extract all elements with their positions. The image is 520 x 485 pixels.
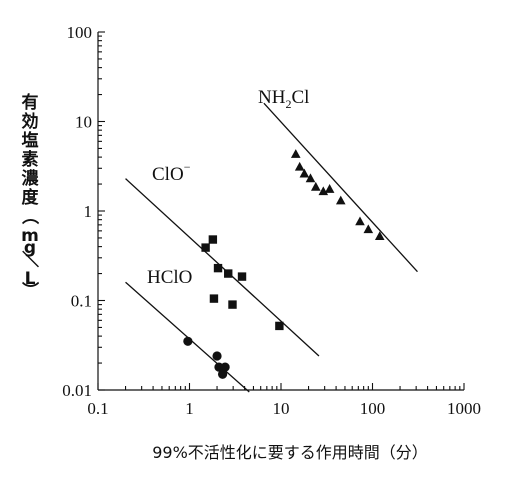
x-ticks: 0.1 1 10 100 1000 xyxy=(87,383,481,418)
y-label-char: 塩 xyxy=(22,130,39,151)
x-tick-label: 10 xyxy=(273,399,290,418)
y-tick-label: 100 xyxy=(67,23,93,42)
x-tick-label: 100 xyxy=(360,399,386,418)
series-label-clo-main: ClO xyxy=(152,164,184,185)
x-tick-label: 0.1 xyxy=(87,399,108,418)
y-label-char: 濃 xyxy=(22,168,40,189)
x-tick-label: 1000 xyxy=(447,399,481,418)
series-label-nh2cl-main: NH xyxy=(258,87,286,108)
axes xyxy=(97,32,464,391)
y-label-char: m xyxy=(21,226,39,246)
y-label-char: 効 xyxy=(22,111,39,132)
y-label-char: （ xyxy=(19,208,40,225)
point-square xyxy=(275,321,284,331)
y-tick-label: 0.1 xyxy=(71,292,92,311)
y-label-char: g xyxy=(24,238,36,258)
y-label-char: ／ xyxy=(19,251,40,268)
point-square xyxy=(208,235,218,244)
point-triangle xyxy=(374,231,385,241)
series-label-nh2cl: NH2Cl xyxy=(258,87,309,111)
series-label-clo-superscript: − xyxy=(184,160,191,174)
point-triangle xyxy=(363,224,374,234)
point-square xyxy=(213,263,223,273)
y-tick-label: 10 xyxy=(75,113,92,132)
y-label-char: ） xyxy=(19,282,40,299)
x-tick-label: 1 xyxy=(185,399,194,418)
y-label-char: 素 xyxy=(22,150,39,170)
point-triangle xyxy=(318,186,329,196)
point-circle xyxy=(217,369,228,379)
series-label-nh2cl-subscript: 2 xyxy=(285,97,291,111)
series-label-nh2cl-end: Cl xyxy=(291,87,309,108)
point-triangle xyxy=(335,195,346,205)
point-triangle xyxy=(290,149,301,158)
y-label-char: 有 xyxy=(22,92,39,113)
point-triangle xyxy=(324,184,335,193)
series-label-clo: ClO− xyxy=(152,160,191,185)
point-circle xyxy=(212,351,222,361)
fit-line-1 xyxy=(125,178,320,357)
point-square xyxy=(224,269,233,278)
y-tick-label: 1 xyxy=(84,202,93,221)
point-square xyxy=(201,243,210,252)
point-triangle xyxy=(355,216,365,226)
y-ticks: 0.01 0.1 1 10 100 xyxy=(62,23,105,400)
point-square xyxy=(228,300,237,309)
fit-line-2 xyxy=(263,102,418,273)
series-labels: HClO ClO− NH2Cl xyxy=(147,87,309,288)
series-label-hclo: HClO xyxy=(147,267,192,288)
y-tick-label: 0.01 xyxy=(62,381,92,400)
point-triangle xyxy=(310,181,321,191)
point-triangle xyxy=(299,168,310,178)
data-marks xyxy=(183,149,385,379)
point-square xyxy=(209,294,219,303)
y-label-char: L xyxy=(25,269,36,289)
point-square xyxy=(237,272,247,281)
point-triangle xyxy=(305,173,316,183)
y-label-char: 度 xyxy=(22,187,40,208)
fit-lines xyxy=(125,102,418,393)
x-axis-label: 99%不活性化に要する作用時間（分） xyxy=(152,443,428,462)
point-triangle xyxy=(294,161,305,171)
point-circle xyxy=(220,362,230,372)
point-circle xyxy=(183,336,193,346)
